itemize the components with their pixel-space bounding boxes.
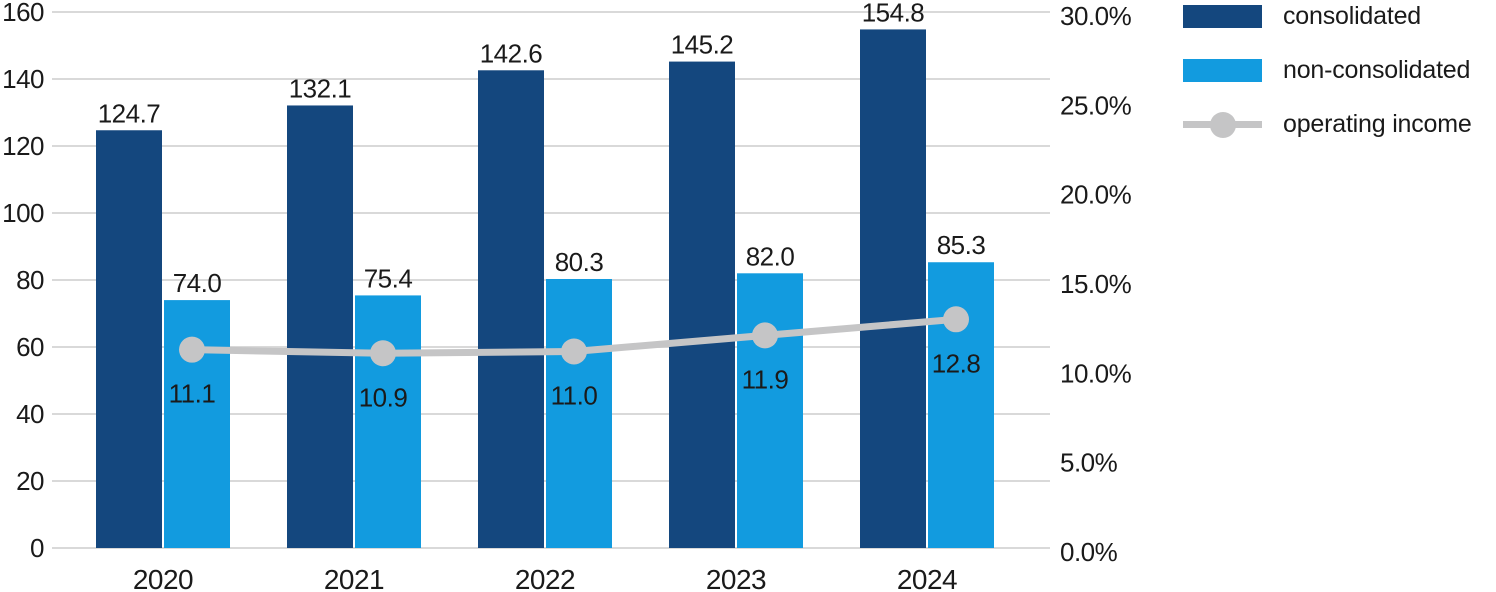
chart-legend: consolidated non-consolidated operating … [1183,2,1472,138]
left-axis-tick-label: 40 [16,399,44,429]
legend-label-non-consolidated: non-consolidated [1283,56,1471,84]
legend-label-operating-income: operating income [1283,110,1472,138]
left-axis-tick-label: 160 [2,0,44,27]
x-axis-category-label: 2022 [515,564,575,592]
left-axis-tick-label: 120 [2,131,44,161]
left-axis-tick-label: 60 [16,332,44,362]
bar-value-label: 75.4 [364,263,413,293]
bar-non-consolidated-2021 [355,295,421,548]
bar-non-consolidated-2024 [928,262,994,548]
line-marker-2022 [561,338,587,365]
legend-item-operating-income: operating income [1183,110,1472,138]
non-consolidated-swatch-icon [1183,59,1262,82]
left-axis-tick-label: 140 [2,64,44,94]
line-value-label: 10.9 [359,382,408,412]
bar-value-label: 74.0 [173,268,222,298]
bar-consolidated-2021 [287,105,353,548]
line-value-label: 11.9 [742,364,789,394]
bar-value-label: 80.3 [555,247,604,277]
x-axis-category-label: 2024 [897,564,957,592]
bar-value-label: 82.0 [746,241,795,271]
line-marker-2020 [179,336,205,363]
line-value-label: 11.1 [169,379,216,409]
x-axis-category-label: 2023 [706,564,766,592]
consolidated-swatch-icon [1183,5,1262,28]
legend-item-consolidated: consolidated [1183,2,1472,30]
bar-non-consolidated-2023 [737,273,803,548]
bar-value-label: 132.1 [289,73,352,103]
right-axis-tick-label: 25.0% [1060,90,1132,120]
left-axis-tick-label: 0 [30,533,44,563]
bar-consolidated-2023 [669,61,735,548]
right-axis-tick-label: 5.0% [1060,448,1118,478]
bar-value-label: 124.7 [98,98,161,128]
x-axis-category-label: 2021 [324,564,384,592]
right-axis-tick-label: 0.0% [1060,537,1118,567]
bar-non-consolidated-2020 [164,300,230,548]
bar-value-label: 142.6 [480,38,543,68]
x-axis-category-label: 2020 [133,564,193,592]
right-axis-tick-label: 15.0% [1060,269,1132,299]
right-axis-tick-label: 30.0% [1060,1,1132,31]
left-axis-tick-label: 100 [2,198,44,228]
right-axis-tick-label: 20.0% [1060,180,1132,210]
right-axis-tick-label: 10.0% [1060,358,1132,388]
line-value-label: 11.0 [551,380,598,410]
bar-consolidated-2024 [860,29,926,549]
line-marker-icon [1183,112,1262,138]
line-value-label: 12.8 [932,348,981,378]
bar-consolidated-2020 [96,130,162,548]
bar-value-label: 85.3 [937,230,986,260]
line-marker-2021 [370,340,396,367]
legend-item-non-consolidated: non-consolidated [1183,56,1472,84]
line-marker-2023 [752,322,778,349]
bar-value-label: 154.8 [862,0,925,27]
bar-non-consolidated-2022 [546,278,612,548]
legend-label-consolidated: consolidated [1283,2,1421,30]
left-axis-tick-label: 20 [16,466,44,496]
bar-value-label: 145.2 [671,30,734,60]
bar-consolidated-2022 [478,70,544,548]
left-axis-tick-label: 80 [16,265,44,295]
line-marker-2024 [943,306,969,333]
